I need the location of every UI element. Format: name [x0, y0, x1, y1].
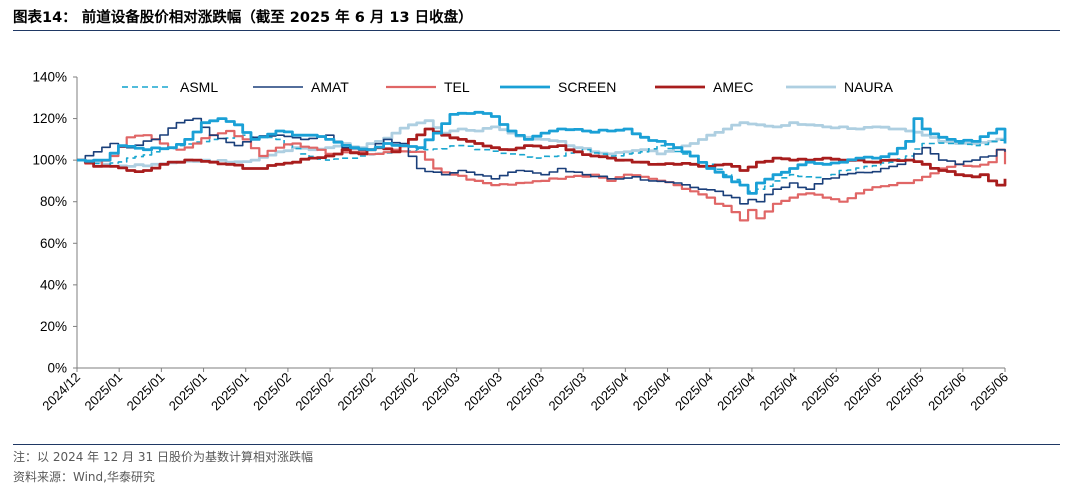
legend-label-asml: ASML — [180, 79, 218, 95]
x-tick-label: 2025/04 — [672, 370, 716, 414]
series-line-amat — [77, 117, 1006, 205]
x-tick-label: 2025/02 — [377, 370, 421, 414]
chart-legend: ASML AMAT TEL SCREEN AMEC NAURA — [122, 79, 894, 95]
series-line-asml — [77, 134, 1006, 193]
series-line-screen — [77, 110, 1007, 195]
x-tick-label: 2024/12 — [39, 370, 83, 414]
x-tick-label: 2025/03 — [419, 370, 463, 414]
title-divider — [13, 30, 1060, 31]
legend-label-amec: AMEC — [713, 79, 753, 95]
x-tick-label: 2025/03 — [503, 370, 547, 414]
figure-title: 图表14： 前道设备股价相对涨跌幅（截至 2025 年 6 月 13 日收盘） — [13, 10, 473, 26]
y-tick-label: 120% — [32, 111, 67, 126]
legend-label-naura: NAURA — [844, 79, 894, 95]
footer-divider — [13, 444, 1060, 445]
line-chart: 0%20%40%60%80%100%120%140%2024/122025/01… — [32, 70, 1011, 414]
y-tick-label: 0% — [47, 361, 67, 376]
footnote-note: 注：以 2024 年 12 月 31 日股价为基数计算相对涨跌幅 — [13, 450, 313, 464]
series-line-tel — [77, 129, 1007, 222]
y-tick-label: 40% — [40, 277, 67, 292]
x-tick-label: 2025/01 — [208, 370, 252, 414]
y-tick-label: 80% — [40, 194, 67, 209]
x-tick-label: 2025/03 — [461, 370, 505, 414]
x-tick-label: 2025/02 — [292, 370, 336, 414]
chart-series — [77, 110, 1007, 222]
x-tick-label: 2025/06 — [967, 370, 1011, 414]
x-tick-label: 2025/05 — [883, 370, 927, 414]
x-tick-label: 2025/01 — [81, 370, 125, 414]
x-tick-label: 2025/05 — [841, 370, 885, 414]
x-tick-label: 2025/01 — [166, 370, 210, 414]
x-tick-label: 2025/02 — [335, 370, 379, 414]
x-tick-label: 2025/04 — [630, 370, 674, 414]
legend-label-amat: AMAT — [311, 79, 349, 95]
x-tick-label: 2025/02 — [250, 370, 294, 414]
x-tick-label: 2025/01 — [124, 370, 168, 414]
series-line-naura — [77, 119, 1007, 168]
legend-label-screen: SCREEN — [558, 79, 616, 95]
x-tick-label: 2025/04 — [756, 370, 800, 414]
x-tick-label: 2025/05 — [799, 370, 843, 414]
y-tick-label: 60% — [40, 236, 67, 251]
legend-label-tel: TEL — [444, 79, 470, 95]
y-tick-label: 140% — [32, 70, 67, 85]
y-tick-label: 100% — [32, 153, 67, 168]
x-tick-label: 2025/06 — [925, 370, 969, 414]
y-tick-label: 20% — [40, 319, 67, 334]
footnote-source: 资料来源：Wind,华泰研究 — [13, 470, 155, 484]
x-tick-label: 2025/03 — [545, 370, 589, 414]
x-tick-label: 2025/04 — [588, 370, 632, 414]
chart-axes: 0%20%40%60%80%100%120%140%2024/122025/01… — [32, 70, 1011, 414]
x-tick-label: 2025/04 — [714, 370, 758, 414]
